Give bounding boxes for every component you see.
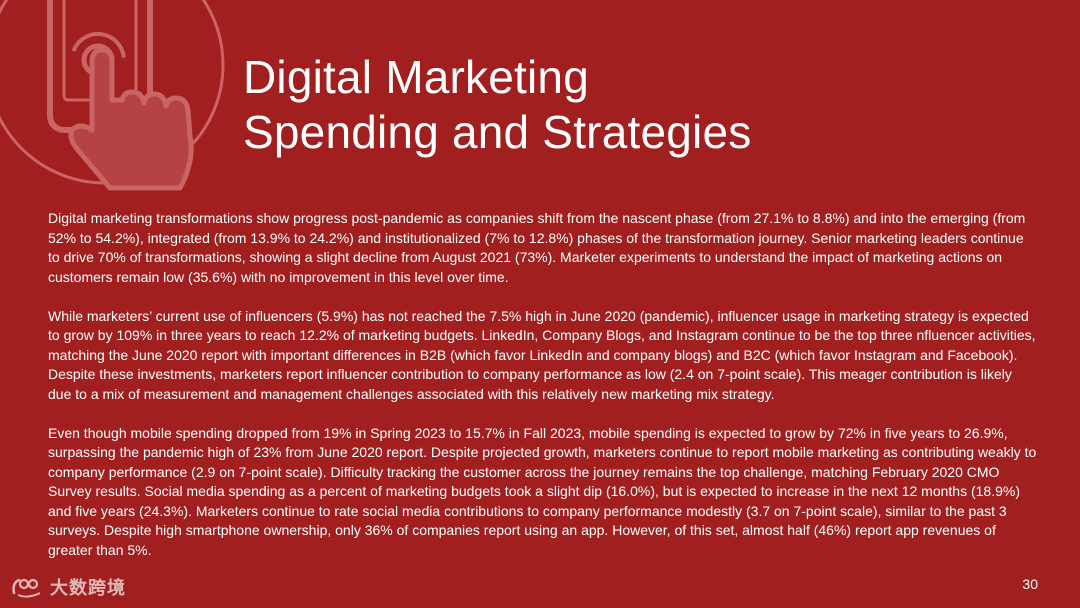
- paragraph-mobile-social: Even though mobile spending dropped from…: [48, 424, 1037, 558]
- title-line-2: Spending and Strategies: [243, 106, 752, 158]
- watermark: 大数跨境: [10, 574, 126, 600]
- watermark-logo-icon: [12, 578, 41, 598]
- slide-body: Digital marketing transformations show p…: [48, 209, 1038, 560]
- title-line-1: Digital Marketing: [243, 51, 589, 103]
- slide-title: Digital Marketing Spending and Strategie…: [243, 50, 751, 160]
- paragraph-transformations: Digital marketing transformations show p…: [48, 210, 1026, 285]
- smartphone-tap-icon: [0, 0, 225, 191]
- watermark-text: 大数跨境: [50, 578, 126, 598]
- paragraph-influencers: While marketers’ current use of influenc…: [48, 307, 1036, 402]
- page-number: 30: [1022, 576, 1038, 592]
